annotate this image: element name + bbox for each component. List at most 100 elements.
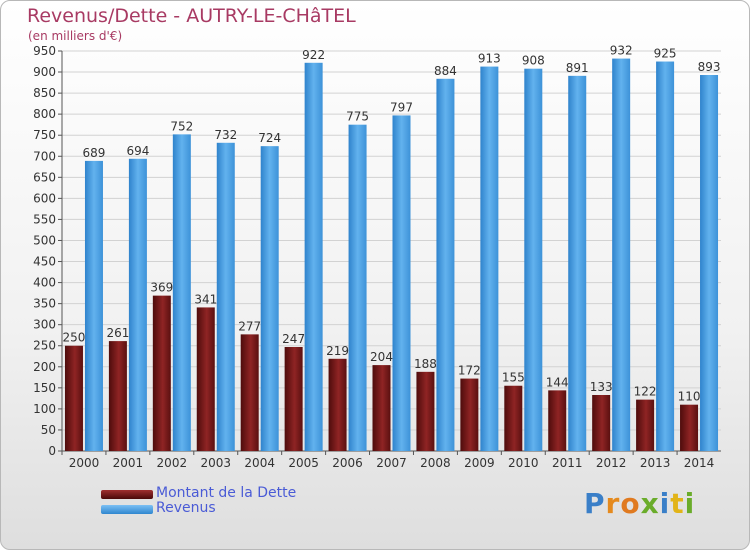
data-label-dette: 133 [590, 380, 613, 394]
data-label-dette: 277 [238, 319, 261, 333]
x-tick-label: 2012 [596, 456, 627, 470]
data-label-dette: 369 [150, 281, 173, 295]
x-tick-label: 2001 [113, 456, 144, 470]
x-tick-label: 2002 [157, 456, 188, 470]
x-tick-label: 2003 [200, 456, 231, 470]
bar-dette [680, 404, 699, 451]
bar-dette [416, 371, 435, 451]
bar-revenus [568, 75, 587, 451]
data-label-revenus: 913 [478, 52, 501, 66]
legend-item-dette: Montant de la Dette [101, 485, 341, 503]
bar-revenus [216, 142, 235, 451]
bar-dette [636, 399, 655, 451]
y-tick-label: 200 [33, 360, 56, 374]
x-tick-label: 2014 [684, 456, 715, 470]
logo-letter: o [620, 487, 641, 520]
bar-revenus [436, 78, 455, 451]
legend-swatch-dette [101, 490, 153, 499]
bar-dette [328, 358, 347, 451]
bar-revenus [700, 75, 719, 451]
data-label-revenus: 932 [610, 44, 633, 58]
data-label-revenus: 689 [83, 146, 106, 160]
data-label-revenus: 732 [214, 128, 237, 142]
logo-letter: t [670, 487, 685, 520]
data-label-revenus: 775 [346, 110, 369, 124]
data-label-revenus: 922 [302, 48, 325, 62]
data-label-revenus: 908 [522, 54, 545, 68]
x-tick-label: 2009 [464, 456, 495, 470]
bar-dette [460, 378, 479, 451]
x-tick-label: 2004 [244, 456, 275, 470]
logo-letter: P [584, 487, 606, 520]
y-tick-label: 500 [33, 233, 56, 247]
bar-revenus [260, 146, 279, 451]
bar-dette [372, 365, 391, 451]
data-label-revenus: 891 [566, 61, 589, 75]
bar-dette [196, 307, 215, 451]
legend-swatch-revenus [101, 505, 153, 514]
data-label-dette: 247 [282, 332, 305, 346]
bar-revenus [612, 58, 631, 451]
data-label-dette: 250 [63, 331, 86, 345]
y-tick-label: 900 [33, 65, 56, 79]
y-tick-label: 300 [33, 318, 56, 332]
x-tick-label: 2011 [552, 456, 583, 470]
y-tick-label: 550 [33, 212, 56, 226]
x-tick-label: 2006 [332, 456, 363, 470]
bar-revenus [392, 115, 411, 451]
bar-revenus [84, 160, 103, 452]
y-tick-label: 250 [33, 339, 56, 353]
data-label-revenus: 797 [390, 100, 413, 114]
logo-letter: x [640, 487, 660, 520]
logo-letter: i [659, 487, 671, 520]
y-tick-label: 950 [33, 44, 56, 58]
y-tick-label: 0 [48, 444, 56, 458]
bar-revenus [656, 61, 675, 452]
data-label-dette: 204 [370, 350, 393, 364]
y-tick-label: 50 [41, 423, 56, 437]
data-label-dette: 172 [458, 364, 481, 378]
bar-dette [152, 295, 171, 451]
y-tick-label: 400 [33, 276, 56, 290]
y-tick-label: 650 [33, 170, 56, 184]
bar-dette [548, 390, 567, 451]
data-label-revenus: 893 [698, 60, 721, 74]
bar-dette [64, 345, 83, 451]
data-label-revenus: 752 [170, 119, 193, 133]
y-tick-label: 450 [33, 255, 56, 269]
legend-item-revenus: Revenus [101, 500, 341, 518]
legend-label-dette: Montant de la Dette [156, 485, 297, 501]
x-tick-label: 2000 [69, 456, 100, 470]
y-tick-label: 600 [33, 191, 56, 205]
bar-revenus [172, 134, 191, 452]
y-tick-label: 150 [33, 381, 56, 395]
x-tick-label: 2008 [420, 456, 451, 470]
data-label-dette: 144 [546, 375, 569, 389]
bar-dette [108, 341, 127, 451]
x-tick-label: 2010 [508, 456, 539, 470]
bar-revenus [128, 158, 147, 451]
data-label-revenus: 724 [258, 131, 281, 145]
data-label-dette: 219 [326, 344, 349, 358]
y-tick-label: 100 [33, 402, 56, 416]
data-label-dette: 261 [106, 326, 129, 340]
data-label-dette: 188 [414, 357, 437, 371]
y-tick-label: 800 [33, 107, 56, 121]
data-label-revenus: 694 [126, 144, 149, 158]
y-tick-label: 750 [33, 128, 56, 142]
bar-dette [592, 395, 611, 451]
data-label-dette: 341 [194, 292, 217, 306]
bar-dette [240, 334, 259, 451]
data-label-revenus: 884 [434, 64, 457, 78]
proxiti-logo: Proxiti [584, 487, 695, 520]
x-tick-label: 2007 [376, 456, 407, 470]
data-label-revenus: 925 [654, 47, 677, 61]
bar-dette [504, 385, 523, 451]
bar-revenus [304, 62, 323, 451]
data-label-dette: 122 [634, 385, 657, 399]
bar-revenus [524, 68, 543, 452]
data-label-dette: 155 [502, 371, 525, 385]
bar-revenus [348, 124, 367, 452]
